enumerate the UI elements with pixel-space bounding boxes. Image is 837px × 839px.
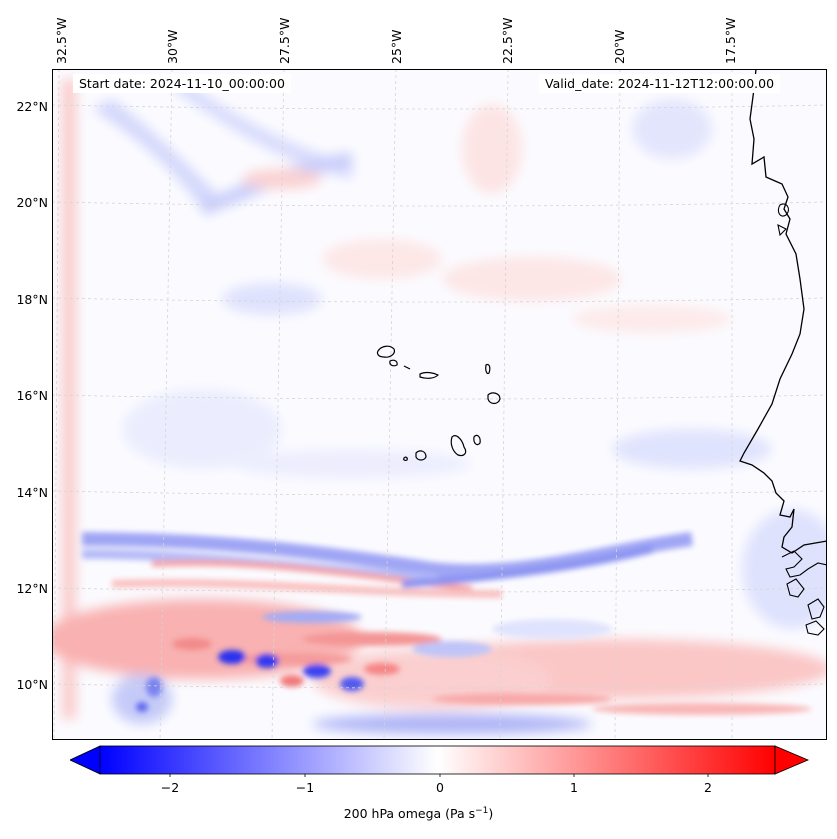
valid-date-label: Valid_date: 2024-11-12T12:00:00.00 xyxy=(539,74,781,93)
lon-label-32-5w: 32.5°W xyxy=(54,17,69,64)
colorbar-max-arrow xyxy=(774,745,810,775)
colorbar-min-arrow xyxy=(70,745,101,775)
colorbar-tick-neg1: −1 xyxy=(295,780,315,795)
lon-label-30w: 30°W xyxy=(165,29,180,64)
colorbar-label-close: ) xyxy=(488,806,494,822)
colorbar-ticks xyxy=(169,774,709,777)
colorbar-gradient xyxy=(99,745,776,775)
lon-label-20w: 20°W xyxy=(612,29,627,64)
omega-field-bands xyxy=(81,532,812,715)
graticule xyxy=(52,69,827,740)
colorbar-tick-1: 1 xyxy=(570,780,578,795)
map-panel xyxy=(52,69,827,740)
omega-field-map xyxy=(52,69,827,740)
colorbar-tick-0: 0 xyxy=(436,780,444,795)
lon-label-17-5w: 17.5°W xyxy=(723,17,738,64)
lat-label-18n: 18°N xyxy=(16,292,48,307)
colorbar-label-text: 200 hPa omega (Pa s xyxy=(343,806,476,822)
colorbar-label: 200 hPa omega (Pa s−1) xyxy=(0,806,837,821)
lat-label-22n: 22°N xyxy=(16,99,48,114)
lat-label-20n: 20°N xyxy=(16,195,48,210)
lat-label-10n: 10°N xyxy=(16,677,48,692)
lat-label-16n: 16°N xyxy=(16,388,48,403)
lon-label-25w: 25°W xyxy=(389,29,404,64)
omega-field-smooth xyxy=(52,79,827,734)
start-date-label: Start date: 2024-11-10_00:00:00 xyxy=(73,74,291,93)
lat-label-12n: 12°N xyxy=(16,581,48,596)
lat-label-14n: 14°N xyxy=(16,485,48,500)
colorbar-label-exponent: −1 xyxy=(475,806,489,816)
colorbar xyxy=(70,745,810,777)
cape-verde-islands xyxy=(376,345,501,461)
lon-label-22-5w: 22.5°W xyxy=(500,17,515,64)
lon-label-27-5w: 27.5°W xyxy=(277,17,292,64)
african-coastline xyxy=(739,69,827,554)
colorbar-tick-neg2: −2 xyxy=(160,780,180,795)
colorbar-tick-2: 2 xyxy=(704,780,712,795)
